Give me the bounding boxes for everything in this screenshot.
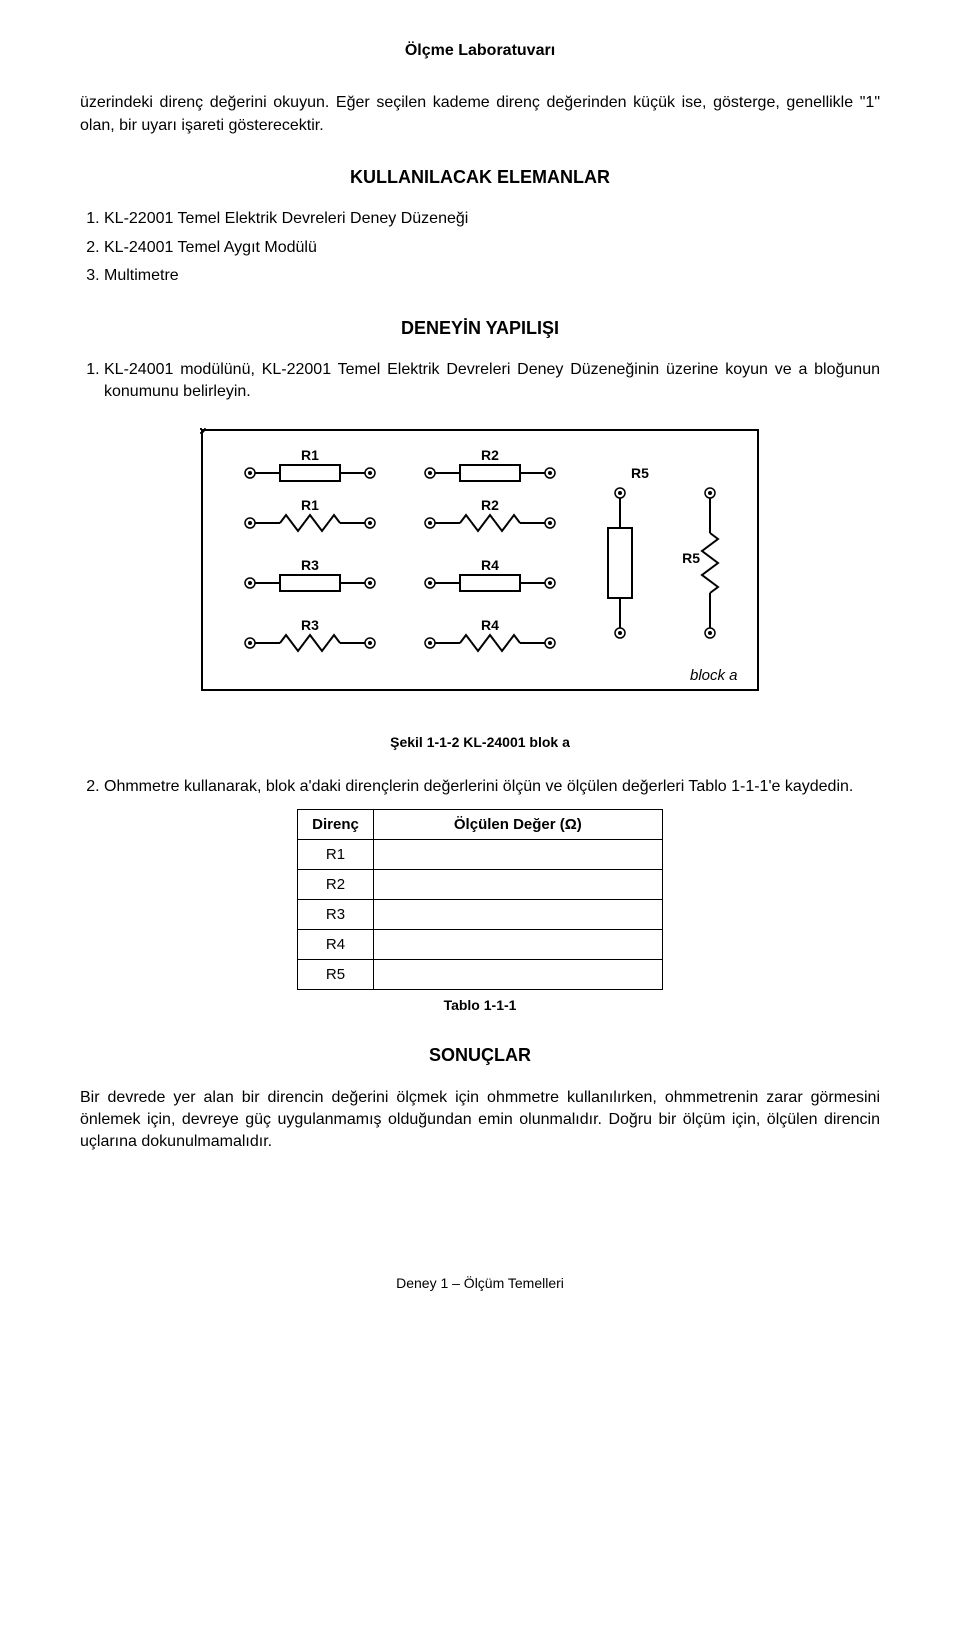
col-header-value: Ölçülen Değer (Ω) — [373, 809, 662, 839]
resistor-table: Direnç Ölçülen Değer (Ω) R1 R2 R3 R4 R5 — [297, 809, 663, 990]
svg-text:R3: R3 — [301, 557, 319, 573]
circuit-diagram: R1 R1 R3 R3 — [200, 428, 760, 718]
procedure-step-1: KL-24001 modülünü, KL-22001 Temel Elektr… — [104, 359, 880, 404]
col-header-resistor: Direnç — [298, 809, 374, 839]
svg-text:R4: R4 — [481, 557, 499, 573]
figure-caption: Şekil 1-1-2 KL-24001 blok a — [80, 733, 880, 753]
section-title-procedure: DENEYİN YAPILIŞI — [80, 316, 880, 341]
table-row: R5 — [298, 959, 663, 989]
results-paragraph: Bir devrede yer alan bir direncin değeri… — [80, 1087, 880, 1154]
table-row: R3 — [298, 899, 663, 929]
cell-resistor: R1 — [298, 839, 374, 869]
cell-value — [373, 959, 662, 989]
cell-value — [373, 869, 662, 899]
circuit-figure: R1 R1 R3 R3 — [80, 428, 880, 725]
section-title-results: SONUÇLAR — [80, 1043, 880, 1068]
table-row: R1 — [298, 839, 663, 869]
svg-text:R1: R1 — [301, 447, 319, 463]
procedure-list-cont: Ohmmetre kullanarak, blok a'daki dirençl… — [80, 776, 880, 798]
materials-item: KL-22001 Temel Elektrik Devreleri Deney … — [104, 208, 880, 230]
materials-item: Multimetre — [104, 265, 880, 287]
procedure-step-2: Ohmmetre kullanarak, blok a'daki dirençl… — [104, 776, 880, 798]
table-caption: Tablo 1-1-1 — [80, 996, 880, 1016]
section-title-materials: KULLANILACAK ELEMANLAR — [80, 165, 880, 190]
materials-item: KL-24001 Temel Aygıt Modülü — [104, 237, 880, 259]
materials-list: KL-22001 Temel Elektrik Devreleri Deney … — [80, 208, 880, 287]
intro-paragraph: üzerindeki direnç değerini okuyun. Eğer … — [80, 92, 880, 137]
cell-resistor: R3 — [298, 899, 374, 929]
svg-text:R4: R4 — [481, 617, 499, 633]
table-row: R4 — [298, 929, 663, 959]
cell-resistor: R2 — [298, 869, 374, 899]
svg-text:R5: R5 — [631, 465, 649, 481]
cell-resistor: R4 — [298, 929, 374, 959]
table-row: R2 — [298, 869, 663, 899]
cell-value — [373, 929, 662, 959]
svg-text:R5: R5 — [682, 550, 700, 566]
cell-value — [373, 899, 662, 929]
svg-text:R2: R2 — [481, 497, 499, 513]
svg-text:R3: R3 — [301, 617, 319, 633]
cell-value — [373, 839, 662, 869]
page-footer: Deney 1 – Ölçüm Temelleri — [80, 1274, 880, 1294]
svg-text:R1: R1 — [301, 497, 319, 513]
procedure-list: KL-24001 modülünü, KL-22001 Temel Elektr… — [80, 359, 880, 404]
block-label: block a — [690, 667, 738, 684]
svg-text:R2: R2 — [481, 447, 499, 463]
cell-resistor: R5 — [298, 959, 374, 989]
lab-header: Ölçme Laboratuvarı — [80, 40, 880, 62]
